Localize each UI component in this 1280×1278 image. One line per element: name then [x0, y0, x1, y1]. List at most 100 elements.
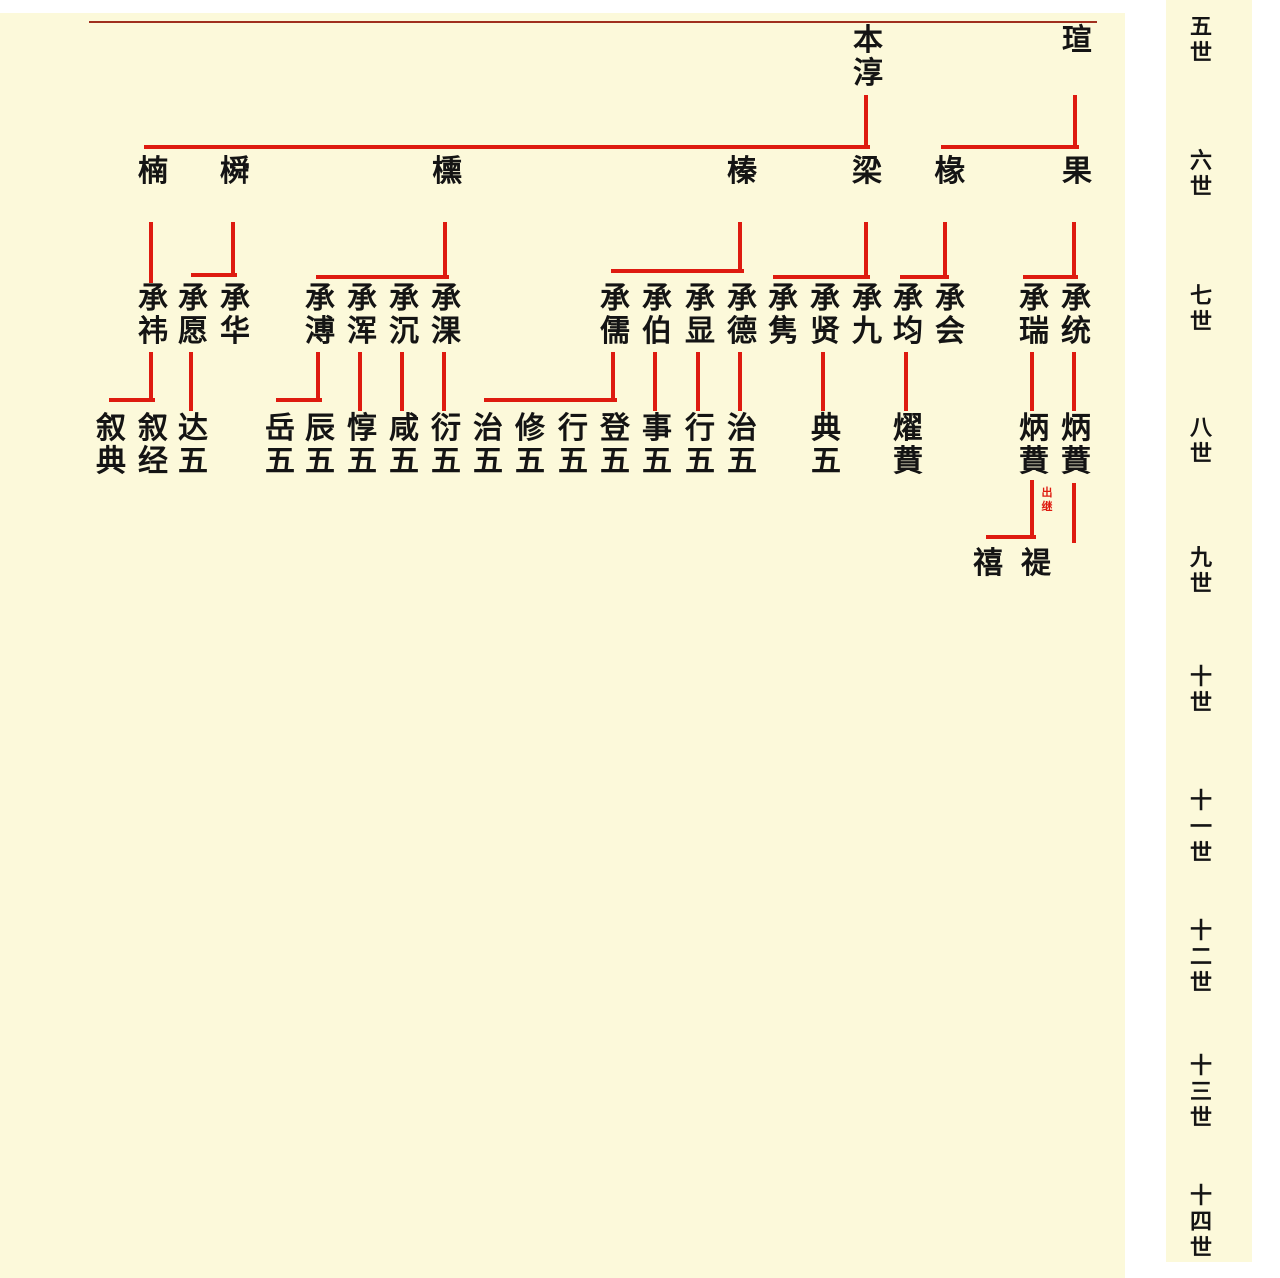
connector-line: [738, 222, 742, 269]
connector-line: [1073, 95, 1077, 149]
person-node: 承会: [935, 282, 965, 348]
person-node: 事五: [642, 412, 672, 478]
person-node: 炳蕡: [1061, 412, 1091, 478]
connector-line: [149, 222, 153, 283]
person-node: 承溥: [305, 282, 335, 348]
person-node: 禔: [1021, 547, 1051, 580]
person-node: 橓: [220, 155, 250, 188]
connector-line: [1072, 222, 1076, 275]
person-node: 承华: [220, 282, 250, 348]
top-rule: [89, 21, 1097, 23]
generation-label: 十三世: [1189, 1053, 1212, 1130]
connector-line: [611, 269, 744, 273]
person-node: 咸五: [389, 412, 419, 478]
connector-line: [941, 145, 1079, 149]
generation-label: 十二世: [1189, 918, 1212, 995]
person-node: 叙典: [96, 412, 126, 478]
connector-line: [316, 352, 320, 398]
person-node: 櫄: [432, 155, 462, 188]
person-node: 承儒: [600, 282, 630, 348]
connector-line: [443, 222, 447, 275]
person-node: 炳蕡: [1019, 412, 1049, 478]
person-node: 楠: [138, 155, 168, 188]
connector-line: [864, 95, 868, 149]
person-node: 辰五: [305, 412, 335, 478]
connector-line: [986, 535, 1036, 539]
person-node: 承浑: [347, 282, 377, 348]
person-node: 承沉: [389, 282, 419, 348]
person-node: 承统: [1061, 282, 1091, 348]
connector-line: [149, 352, 153, 398]
person-node: 承德: [727, 282, 757, 348]
generation-label: 十世: [1189, 664, 1212, 715]
person-node: 修五: [515, 412, 545, 478]
person-node: 行五: [685, 412, 715, 478]
connector-line: [696, 352, 700, 411]
person-node: 承九: [852, 282, 882, 348]
person-node: 承显: [685, 282, 715, 348]
connector-line: [189, 352, 193, 411]
person-node: 承瑞: [1019, 282, 1049, 348]
person-node: 承均: [893, 282, 923, 348]
generation-label: 八世: [1189, 415, 1212, 466]
connector-line: [1023, 275, 1078, 279]
person-node: 岳五: [265, 412, 295, 478]
person-node: 行五: [558, 412, 588, 478]
person-node: 承祎: [138, 282, 168, 348]
connector-line: [904, 352, 908, 411]
connector-line: [1072, 483, 1076, 543]
person-node: 承贤: [810, 282, 840, 348]
connector-line: [144, 145, 870, 149]
connector-line: [400, 352, 404, 411]
adoption-note: 出继: [1041, 487, 1053, 513]
person-node: 承隽: [768, 282, 798, 348]
connector-line: [109, 398, 155, 402]
person-node: 本淳: [853, 24, 883, 90]
generation-label: 十一世: [1189, 788, 1212, 865]
connector-line: [1030, 480, 1034, 539]
connector-line: [900, 275, 949, 279]
person-node: 椽: [935, 155, 965, 188]
person-node: 治五: [727, 412, 757, 478]
person-node: 承愿: [178, 282, 208, 348]
person-node: 瑄: [1062, 24, 1092, 57]
person-node: 果: [1062, 155, 1092, 188]
person-node: 禧: [973, 547, 1003, 580]
connector-line: [484, 398, 617, 402]
generation-label: 十四世: [1189, 1183, 1212, 1260]
chart-paper: [0, 13, 1125, 1278]
connector-line: [611, 352, 615, 398]
connector-line: [821, 352, 825, 411]
generation-label: 七世: [1189, 283, 1212, 334]
generation-label: 九世: [1189, 545, 1212, 596]
person-node: 承伯: [642, 282, 672, 348]
connector-line: [442, 352, 446, 411]
connector-line: [943, 222, 947, 275]
person-node: 惇五: [347, 412, 377, 478]
person-node: 登五: [600, 412, 630, 478]
person-node: 榛: [727, 155, 757, 188]
person-node: 典五: [811, 412, 841, 478]
person-node: 达五: [178, 412, 208, 478]
connector-line: [738, 352, 742, 411]
connector-line: [358, 352, 362, 411]
connector-line: [773, 275, 870, 279]
person-node: 梁: [852, 155, 882, 188]
person-node: 叙经: [138, 412, 168, 478]
connector-line: [231, 222, 235, 273]
person-node: 承淉: [431, 282, 461, 348]
person-node: 治五: [473, 412, 503, 478]
generation-sidebar: [1166, 0, 1252, 1262]
generation-label: 五世: [1189, 14, 1212, 65]
connector-line: [1030, 352, 1034, 411]
connector-line: [1072, 352, 1076, 411]
person-node: 燿蕡: [893, 412, 923, 478]
generation-label: 六世: [1189, 148, 1212, 199]
connector-line: [653, 352, 657, 411]
connector-line: [864, 222, 868, 275]
connector-line: [191, 273, 237, 277]
connector-line: [316, 275, 449, 279]
connector-line: [276, 398, 322, 402]
